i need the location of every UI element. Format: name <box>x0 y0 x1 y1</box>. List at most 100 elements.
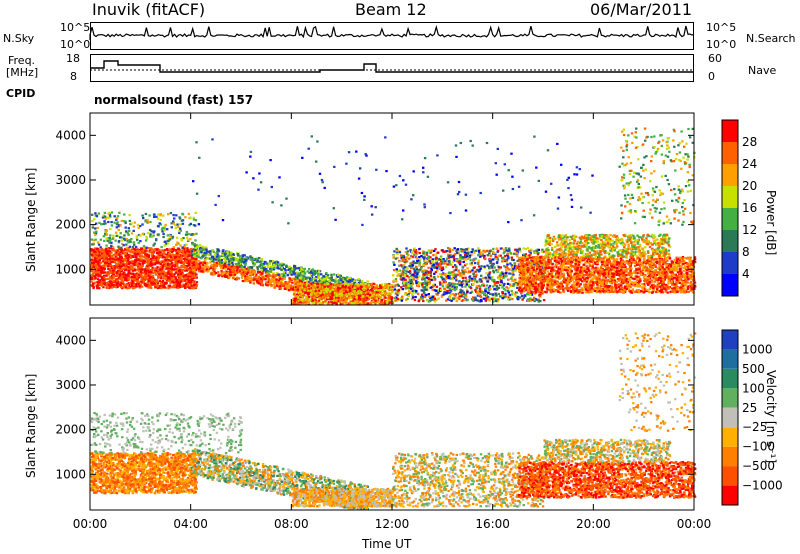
data-cell <box>183 261 186 264</box>
data-cell <box>256 268 260 271</box>
data-cell <box>181 269 185 272</box>
data-cell <box>140 280 143 283</box>
data-cell <box>305 296 308 299</box>
data-cell <box>247 268 251 271</box>
data-cell <box>254 261 257 264</box>
data-cell <box>137 233 141 237</box>
data-cell <box>186 265 189 268</box>
data-cell <box>164 258 167 262</box>
data-cell <box>154 285 157 288</box>
data-cell <box>449 277 452 280</box>
data-cell <box>103 252 106 255</box>
data-cell <box>121 280 125 283</box>
data-cell <box>326 274 330 277</box>
data-cell <box>115 217 119 220</box>
data-cell <box>310 293 313 296</box>
data-cell <box>451 265 455 269</box>
data-cell <box>244 262 247 265</box>
data-cell <box>308 295 311 299</box>
data-cell <box>286 288 289 291</box>
data-cell <box>314 298 317 301</box>
data-cell <box>112 280 115 283</box>
data-cell <box>296 280 299 283</box>
data-cell <box>100 276 103 279</box>
data-cell <box>107 250 110 253</box>
data-cell <box>260 269 263 272</box>
data-cell <box>136 262 139 265</box>
data-cell <box>190 284 193 287</box>
data-cell <box>106 247 109 250</box>
data-cell <box>170 286 173 289</box>
data-cell <box>352 282 356 285</box>
data-cell <box>371 291 375 294</box>
data-cell <box>292 286 296 289</box>
data-cell <box>330 297 333 300</box>
data-cell <box>312 293 316 296</box>
data-cell <box>391 283 394 287</box>
data-cell <box>229 254 233 257</box>
data-cell <box>172 220 175 223</box>
data-cell <box>280 284 283 287</box>
data-cell <box>160 271 164 274</box>
data-cell <box>128 245 132 248</box>
data-cell <box>176 252 179 255</box>
data-cell <box>192 251 195 254</box>
data-cell <box>269 278 272 282</box>
data-cell <box>326 285 329 288</box>
data-cell <box>369 289 373 292</box>
data-cell <box>191 257 194 260</box>
data-cell <box>197 268 201 271</box>
data-cell <box>105 237 108 240</box>
data-cell <box>241 255 245 258</box>
data-cell <box>150 235 154 239</box>
data-cell <box>210 267 213 270</box>
data-cell <box>261 276 264 279</box>
data-cell <box>114 280 117 283</box>
data-cell <box>184 233 188 236</box>
data-cell <box>299 273 302 276</box>
data-cell <box>482 297 486 300</box>
data-cell <box>139 240 142 243</box>
data-cell <box>361 286 364 289</box>
data-cell <box>127 259 130 262</box>
data-cell <box>231 264 234 267</box>
data-cell <box>192 243 196 246</box>
data-cell <box>482 277 485 280</box>
data-cell <box>491 267 495 270</box>
data-cell <box>533 296 536 299</box>
data-cell <box>107 259 110 263</box>
data-cell <box>155 251 159 255</box>
data-cell <box>224 253 227 256</box>
data-cell <box>377 300 381 303</box>
data-cell <box>418 268 422 271</box>
data-cell <box>171 264 174 267</box>
data-cell <box>305 282 309 285</box>
data-cell <box>311 268 315 271</box>
data-cell <box>184 274 187 277</box>
data-cell <box>136 265 140 268</box>
data-cell <box>205 248 208 251</box>
data-cell <box>100 269 104 272</box>
data-cell <box>230 265 233 268</box>
data-cell <box>373 283 377 286</box>
data-cell <box>270 278 274 281</box>
data-cell <box>342 300 345 303</box>
data-cell <box>284 272 287 275</box>
data-cell <box>338 292 341 296</box>
data-cell <box>342 286 345 289</box>
data-cell <box>193 269 196 272</box>
data-cell <box>253 272 257 275</box>
data-cell <box>293 290 296 293</box>
data-cell <box>335 297 338 300</box>
data-cell <box>117 225 120 228</box>
data-cell <box>230 251 233 254</box>
data-cell <box>144 270 147 273</box>
data-cell <box>95 266 99 269</box>
data-cell <box>120 281 123 284</box>
data-cell <box>117 247 121 250</box>
data-cell <box>112 276 115 280</box>
data-cell <box>252 270 255 273</box>
data-cell <box>131 280 134 283</box>
data-cell <box>90 263 93 266</box>
data-cell <box>163 225 167 228</box>
